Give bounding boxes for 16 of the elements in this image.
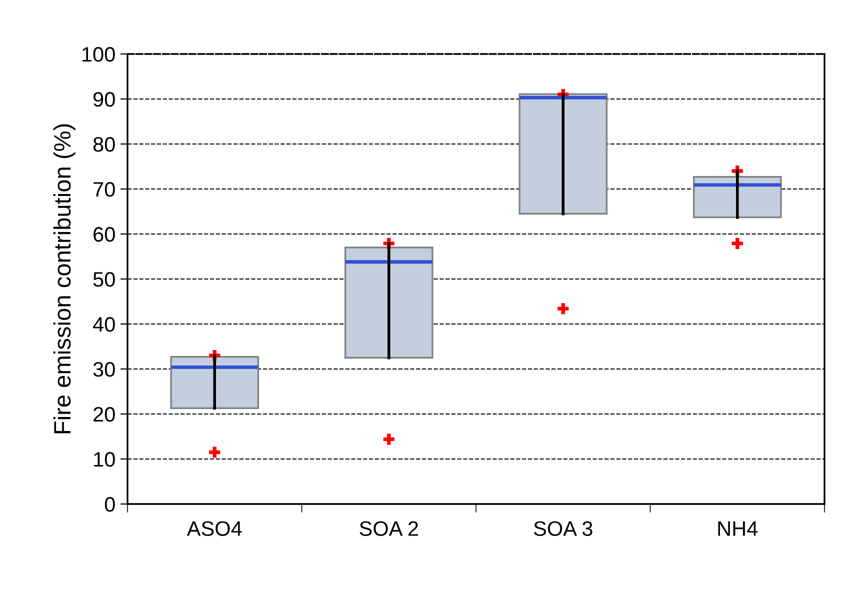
y-tick-label: 70 (94, 182, 115, 197)
x-tick-label: SOA 2 (360, 521, 418, 536)
x-tick-label: NH4 (718, 521, 758, 536)
y-axis-title: Fire emission contribution (%) (53, 124, 76, 434)
y-tick-label: 0 (104, 497, 115, 512)
x-tick-label: SOA 3 (534, 521, 592, 536)
y-tick-label: 100 (82, 47, 115, 62)
x-tick-label: ASO4 (186, 521, 242, 536)
y-tick-label: 30 (93, 362, 115, 377)
y-tick-label: 60 (94, 227, 115, 242)
y-tick-label: 40 (93, 317, 115, 332)
y-tick-label: 90 (94, 92, 115, 107)
y-tick-label: 80 (93, 137, 115, 152)
y-tick-label: 20 (94, 407, 115, 422)
y-tick-label: 50 (93, 272, 115, 287)
y-tick-label: 10 (94, 452, 115, 467)
